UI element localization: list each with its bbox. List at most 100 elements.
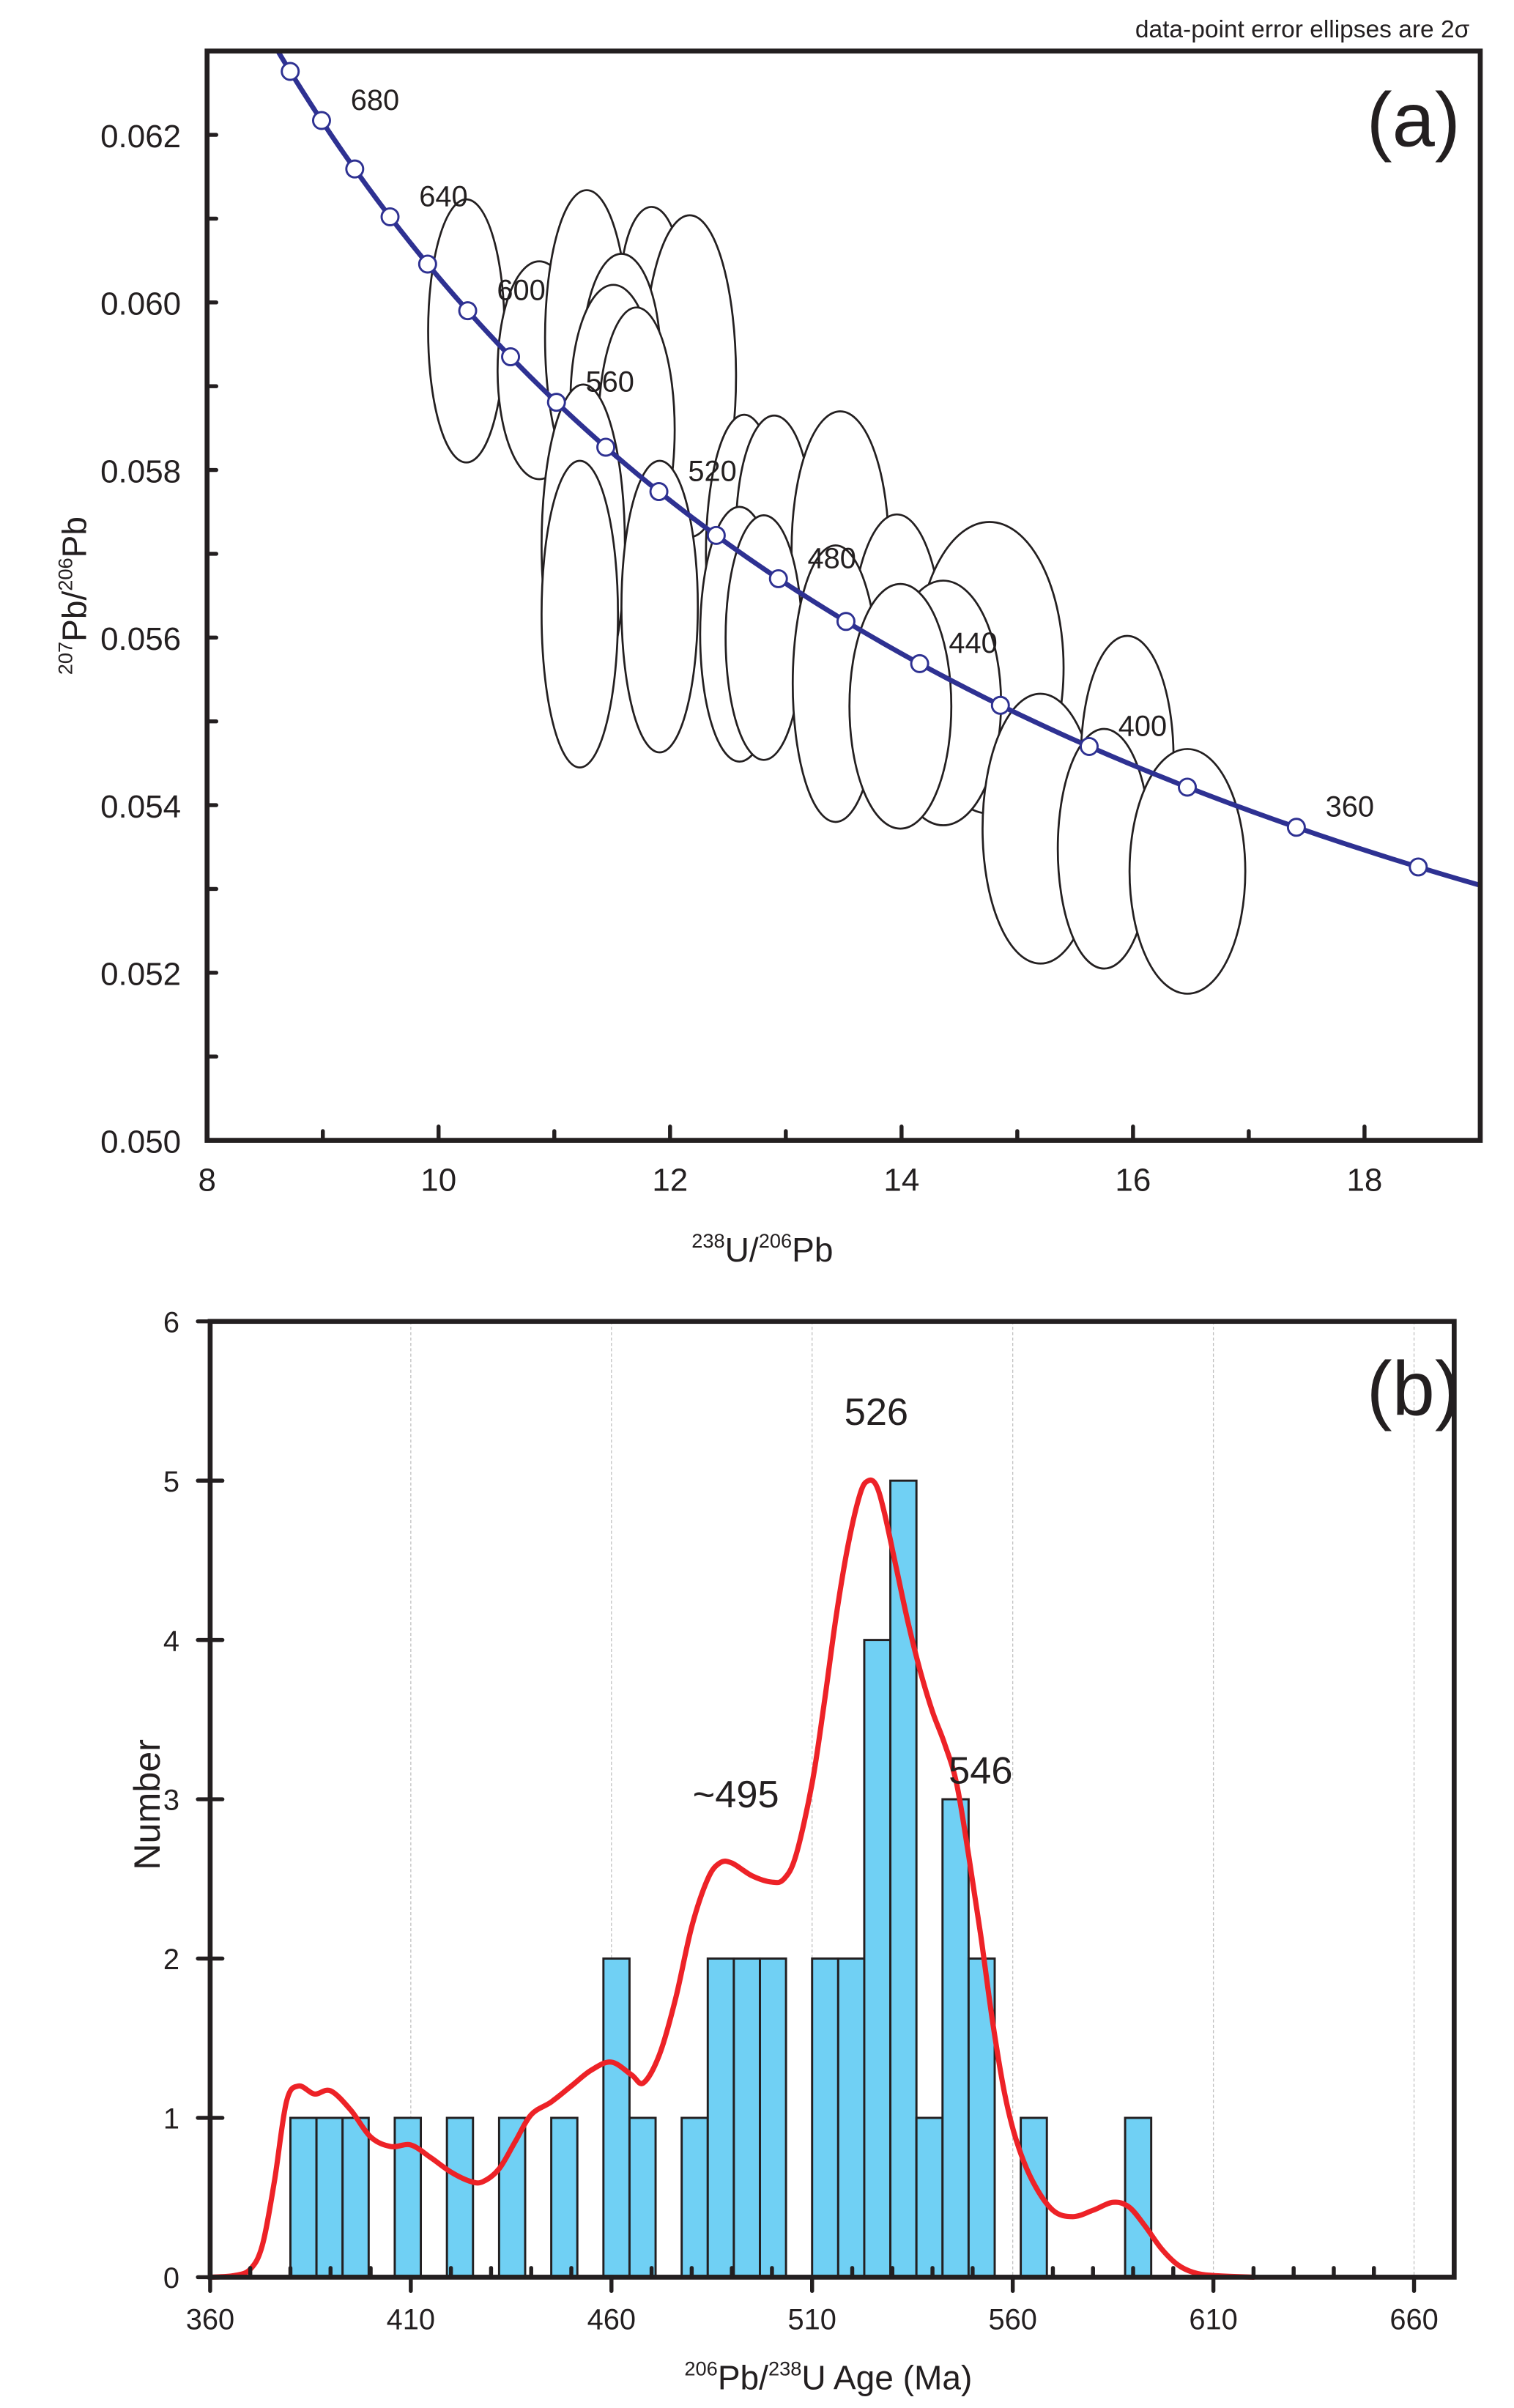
concordia-age-label-360: 360 xyxy=(1326,791,1374,823)
concordia-marker-580 xyxy=(501,347,521,367)
plot-a-x-axis-label: 238U/206Pb xyxy=(691,1229,833,1269)
y-tick-label-0.056: 0.056 xyxy=(100,621,181,657)
concordia-age-label-680: 680 xyxy=(351,84,399,116)
y-tick-label-0.054: 0.054 xyxy=(100,789,181,825)
concordia-marker-500 xyxy=(706,525,726,545)
ellipse-note: data-point error ellipses are 2σ xyxy=(1135,16,1470,43)
concordia-age-label-400: 400 xyxy=(1118,710,1167,742)
histogram-bar-19 xyxy=(759,1957,787,2278)
concordia-marker-620 xyxy=(418,254,437,274)
panel-a-concordia-plot: data-point error ellipses are 2σ 360 400 4… xyxy=(53,16,1483,1269)
concordia-marker-700 xyxy=(281,62,300,81)
histogram-bar-14 xyxy=(628,2116,657,2278)
xlabel-main-age: U Age (Ma) xyxy=(801,2358,972,2396)
y-tick-label-6: 6 xyxy=(163,1306,179,1338)
xlabel-sup-238: 238 xyxy=(691,1229,724,1252)
histogram-bar-2 xyxy=(315,2116,344,2278)
xlabel-sup-238: 238 xyxy=(768,2357,801,2379)
concordia-marker-680 xyxy=(311,111,331,130)
concordia-marker-480 xyxy=(768,568,788,588)
y-tick-label-0: 0 xyxy=(163,2262,179,2294)
y-tick-label-4: 4 xyxy=(163,1625,179,1657)
histogram-bar-3 xyxy=(341,2116,370,2278)
concordia-line xyxy=(275,51,1480,888)
histogram-bar-17 xyxy=(706,1957,735,2278)
plot-a-frame xyxy=(204,48,1483,1143)
y-tick-label-0.060: 0.060 xyxy=(100,286,181,322)
histogram-bar-1 xyxy=(289,2116,318,2278)
histogram-bar-18 xyxy=(732,1957,761,2278)
peak-label-approx-495: ~495 xyxy=(693,1774,779,1816)
plot-b-y-axis-label: Number xyxy=(127,1739,168,1870)
xlabel-main-pb: Pb/ xyxy=(718,2358,768,2396)
ylabel-main-pb2: Pb xyxy=(55,516,93,557)
ylabel-sup-207: 207 xyxy=(53,642,76,675)
histogram-bar-26 xyxy=(941,1798,970,2278)
error-ellipse-11 xyxy=(620,459,700,754)
error-ellipse-21 xyxy=(848,582,953,830)
peak-annotations: ~495 526 546 xyxy=(693,1391,1013,1816)
x-tick-label-410: 410 xyxy=(387,2304,435,2336)
x-tick-label-12: 12 xyxy=(652,1163,688,1199)
peak-label-546: 546 xyxy=(949,1749,1012,1792)
concordia-curve: 360 400 440 480 520 560 600 640 680 xyxy=(275,51,1480,888)
concordia-age-label-640: 640 xyxy=(419,180,467,212)
concordia-age-label-560: 560 xyxy=(586,366,634,398)
concordia-age-label-600: 600 xyxy=(497,274,545,306)
x-tick-label-560: 560 xyxy=(988,2304,1036,2336)
peak-label-526: 526 xyxy=(845,1391,908,1434)
panel-label-a: (a) xyxy=(1367,78,1461,163)
xlabel-sup-206: 206 xyxy=(684,2357,717,2379)
concordia-marker-640 xyxy=(380,207,400,226)
y-tick-label-3: 3 xyxy=(163,1785,179,1817)
concordia-marker-420 xyxy=(990,695,1010,715)
y-tick-label-0.058: 0.058 xyxy=(100,453,181,489)
concordia-marker-360 xyxy=(1286,818,1306,837)
x-tick-label-10: 10 xyxy=(420,1163,456,1199)
x-tick-label-16: 16 xyxy=(1115,1163,1151,1199)
concordia-marker-340 xyxy=(1409,857,1428,877)
concordia-marker-600 xyxy=(458,301,478,321)
ylabel-sup-206: 206 xyxy=(53,557,76,590)
kde-curve xyxy=(207,1477,1256,2280)
concordia-age-label-520: 520 xyxy=(688,455,736,487)
error-ellipses xyxy=(427,189,1247,995)
concordia-marker-380 xyxy=(1178,777,1197,797)
histogram-bar-13 xyxy=(602,1957,631,2278)
xlabel-main-pb: Pb xyxy=(792,1231,833,1269)
histogram-bar-5 xyxy=(393,2116,423,2278)
x-tick-label-460: 460 xyxy=(587,2304,636,2336)
y-tick-label-0.052: 0.052 xyxy=(100,957,181,993)
histogram-bars xyxy=(289,1479,1153,2278)
error-ellipse-10 xyxy=(541,459,620,768)
xlabel-main-u: U/ xyxy=(725,1231,759,1269)
histogram-bar-22 xyxy=(836,1957,866,2278)
concordia-marker-460 xyxy=(836,612,856,631)
error-ellipse-25 xyxy=(1128,748,1247,995)
concordia-age-label-440: 440 xyxy=(949,627,997,659)
x-tick-label-8: 8 xyxy=(198,1163,215,1199)
concordia-age-label-480: 480 xyxy=(808,542,856,574)
histogram-bar-11 xyxy=(550,2116,579,2278)
plot-b-x-axis-label: 206Pb/238U Age (Ma) xyxy=(684,2357,972,2396)
histogram-bar-23 xyxy=(863,1639,892,2278)
histogram-bar-33 xyxy=(1124,2116,1153,2278)
histogram-bar-16 xyxy=(680,2116,709,2278)
histogram-bar-7 xyxy=(445,2116,475,2278)
histogram-bar-21 xyxy=(811,1957,839,2278)
concordia-marker-560 xyxy=(546,393,566,412)
ylabel-main-pb: Pb/ xyxy=(55,591,93,642)
concordia-marker-660 xyxy=(345,159,365,179)
y-tick-label-0.050: 0.050 xyxy=(100,1124,181,1160)
x-tick-label-610: 610 xyxy=(1189,2304,1237,2336)
concordia-marker-520 xyxy=(649,482,669,502)
error-ellipse-1 xyxy=(427,198,506,464)
x-tick-label-18: 18 xyxy=(1346,1163,1382,1199)
x-tick-label-510: 510 xyxy=(788,2304,836,2336)
histogram-bar-25 xyxy=(915,2116,944,2278)
y-tick-label-1: 1 xyxy=(163,2103,179,2135)
y-tick-label-2: 2 xyxy=(163,1944,179,1976)
plot-a-axes-ticks: 8 10 12 14 16 18 0.050 0.052 0.054 0.056 0.058 0.06… xyxy=(100,48,1483,1199)
